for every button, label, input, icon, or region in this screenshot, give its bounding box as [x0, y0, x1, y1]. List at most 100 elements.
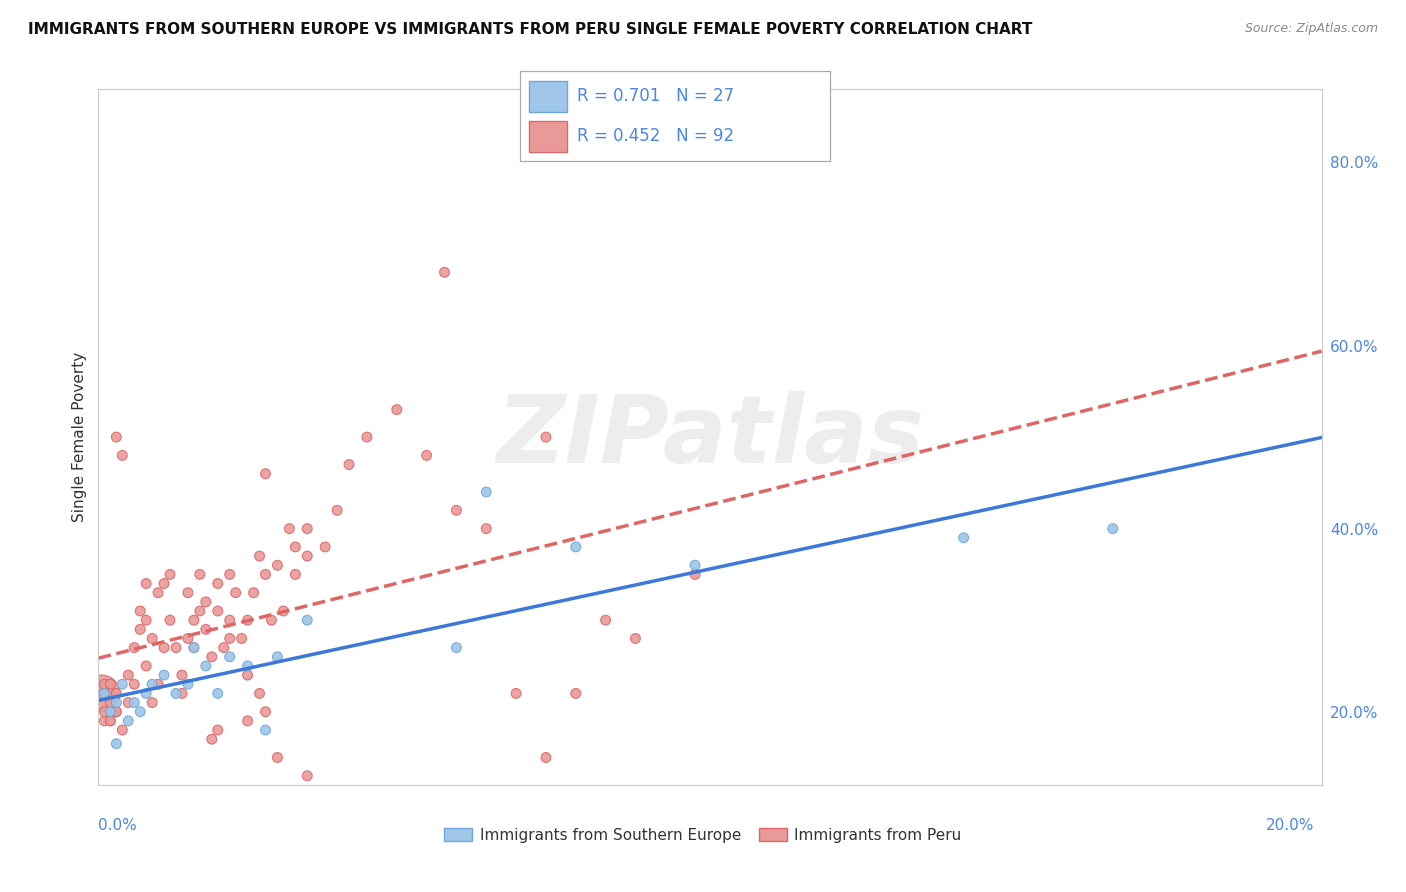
- Point: [212, 640, 235, 655]
- Point: [146, 677, 169, 691]
- Point: [153, 576, 176, 591]
- Point: [98, 686, 121, 700]
- Point: [122, 696, 145, 710]
- Point: [165, 640, 187, 655]
- Point: [93, 714, 115, 728]
- Point: [93, 705, 115, 719]
- Point: [475, 485, 498, 500]
- Point: [105, 696, 128, 710]
- Point: [207, 576, 229, 591]
- Point: [236, 714, 259, 728]
- Point: [218, 567, 240, 582]
- Point: [201, 732, 224, 747]
- Point: [207, 604, 229, 618]
- Point: [218, 613, 240, 627]
- Text: Source: ZipAtlas.com: Source: ZipAtlas.com: [1244, 22, 1378, 36]
- Point: [105, 686, 128, 700]
- Point: [153, 668, 176, 682]
- Point: [90, 686, 112, 700]
- Point: [98, 705, 121, 719]
- Point: [505, 686, 527, 700]
- Text: IMMIGRANTS FROM SOUTHERN EUROPE VS IMMIGRANTS FROM PERU SINGLE FEMALE POVERTY CO: IMMIGRANTS FROM SOUTHERN EUROPE VS IMMIG…: [28, 22, 1032, 37]
- Point: [683, 558, 706, 573]
- Point: [117, 668, 139, 682]
- Point: [326, 503, 349, 517]
- Point: [297, 549, 319, 563]
- Point: [534, 750, 557, 764]
- Text: R = 0.701   N = 27: R = 0.701 N = 27: [578, 87, 734, 105]
- Point: [534, 430, 557, 444]
- Point: [218, 632, 240, 646]
- Point: [188, 567, 211, 582]
- Point: [183, 613, 205, 627]
- Point: [475, 522, 498, 536]
- Point: [129, 705, 152, 719]
- Point: [98, 714, 121, 728]
- Point: [565, 686, 588, 700]
- Point: [111, 449, 134, 463]
- Point: [135, 686, 157, 700]
- Point: [385, 402, 408, 417]
- Point: [165, 686, 187, 700]
- Point: [433, 265, 456, 279]
- Point: [153, 640, 176, 655]
- Point: [683, 567, 706, 582]
- Point: [135, 576, 157, 591]
- Point: [129, 623, 152, 637]
- Point: [117, 696, 139, 710]
- Point: [254, 723, 277, 737]
- Point: [194, 659, 217, 673]
- Point: [337, 458, 360, 472]
- Point: [254, 567, 277, 582]
- Point: [105, 430, 128, 444]
- FancyBboxPatch shape: [530, 121, 567, 152]
- Point: [266, 649, 288, 664]
- Point: [146, 585, 169, 599]
- Point: [266, 750, 288, 764]
- Point: [105, 737, 128, 751]
- Point: [183, 640, 205, 655]
- Point: [1101, 522, 1123, 536]
- Point: [201, 649, 224, 664]
- Point: [249, 686, 271, 700]
- Point: [314, 540, 336, 554]
- Point: [93, 686, 115, 700]
- Point: [117, 714, 139, 728]
- Point: [284, 567, 307, 582]
- Point: [297, 613, 319, 627]
- Point: [177, 677, 200, 691]
- Point: [165, 787, 187, 801]
- Point: [122, 677, 145, 691]
- Point: [249, 549, 271, 563]
- Point: [98, 714, 121, 728]
- Point: [231, 632, 253, 646]
- Text: ZIPatlas: ZIPatlas: [496, 391, 924, 483]
- Point: [93, 677, 115, 691]
- Point: [415, 449, 437, 463]
- Point: [135, 613, 157, 627]
- Point: [565, 540, 588, 554]
- Point: [141, 632, 163, 646]
- Point: [284, 540, 307, 554]
- Point: [135, 659, 157, 673]
- Point: [141, 677, 163, 691]
- Point: [446, 503, 468, 517]
- Legend: Immigrants from Southern Europe, Immigrants from Peru: Immigrants from Southern Europe, Immigra…: [439, 822, 967, 848]
- Point: [595, 613, 617, 627]
- Point: [236, 668, 259, 682]
- Point: [159, 613, 181, 627]
- Point: [273, 604, 295, 618]
- Point: [236, 613, 259, 627]
- FancyBboxPatch shape: [530, 81, 567, 112]
- Point: [98, 677, 121, 691]
- Point: [170, 668, 193, 682]
- Point: [105, 705, 128, 719]
- Point: [225, 585, 247, 599]
- Point: [183, 640, 205, 655]
- Point: [242, 585, 264, 599]
- Y-axis label: Single Female Poverty: Single Female Poverty: [72, 352, 87, 522]
- Point: [141, 696, 163, 710]
- Point: [170, 686, 193, 700]
- Point: [624, 632, 647, 646]
- Point: [254, 705, 277, 719]
